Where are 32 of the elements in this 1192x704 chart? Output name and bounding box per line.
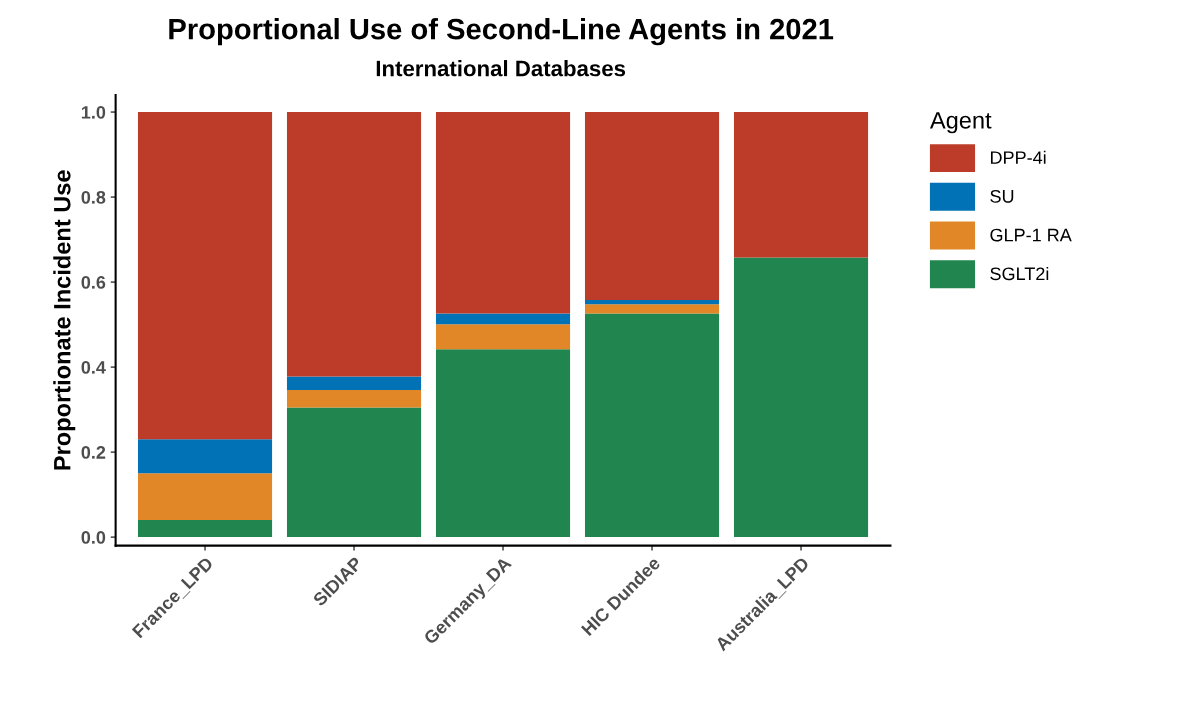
chart-title: Proportional Use of Second-Line Agents in 2021	[169, 18, 834, 46]
bar	[733, 257, 869, 538]
bar	[584, 313, 720, 538]
bar	[435, 349, 571, 538]
bar	[584, 304, 720, 314]
y-tick-label: 0.6	[81, 276, 106, 289]
bar	[137, 439, 273, 474]
y-tick-label: 1.0	[81, 105, 106, 119]
y-tick-label: 0.8	[81, 190, 106, 204]
bar	[435, 313, 571, 325]
chart-subtitle: International Databases	[376, 60, 626, 77]
bar	[286, 376, 422, 391]
y-tick-label: 0.4	[81, 361, 106, 374]
bar	[435, 324, 571, 350]
bar	[137, 112, 273, 440]
y-tick-label: 0.2	[81, 446, 106, 459]
bar	[137, 473, 273, 521]
legend-label: GLP-1 RA	[990, 228, 1072, 242]
legend-label: SGLT2i	[990, 266, 1049, 281]
legend-label: DPP-4i	[990, 150, 1046, 164]
y-axis-title: Proportionate Incident Use	[53, 170, 76, 470]
bar	[286, 407, 422, 538]
bar	[286, 112, 422, 377]
bar	[286, 390, 422, 408]
legend-title: Agent	[929, 112, 992, 134]
bar	[435, 112, 571, 314]
y-tick-label: 0.0	[81, 531, 106, 544]
bar	[733, 112, 869, 258]
bar	[137, 520, 273, 538]
bar	[584, 299, 720, 305]
bar	[584, 112, 720, 300]
legend-label: SU	[990, 189, 1014, 203]
